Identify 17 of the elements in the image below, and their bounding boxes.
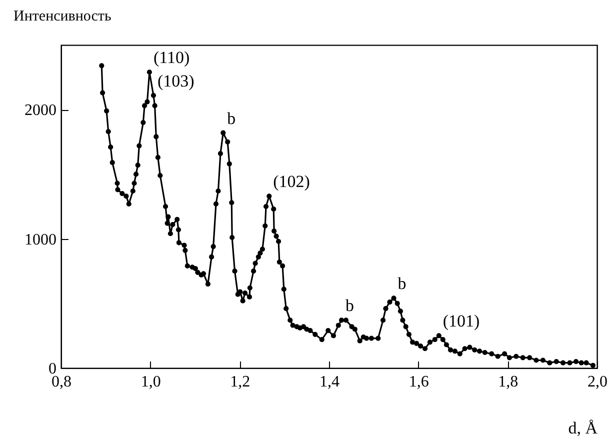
annotation: b bbox=[398, 274, 406, 294]
annotation: (110) bbox=[153, 48, 190, 68]
x-tick-label: 1,0 bbox=[140, 374, 161, 390]
y-tick-label: 1000 bbox=[24, 231, 56, 248]
annotation: (101) bbox=[442, 312, 480, 331]
x-axis-title: d, Å bbox=[568, 418, 598, 438]
x-tick-label: 1,6 bbox=[408, 374, 429, 390]
x-tick-label: 2,0 bbox=[588, 374, 608, 390]
y-tick-label: 2000 bbox=[24, 102, 56, 120]
x-tick-label: 1,2 bbox=[230, 374, 250, 390]
x-tick-label: 1,4 bbox=[320, 374, 340, 390]
y-axis-title: Интенсивность bbox=[14, 8, 112, 24]
annotation: (103) bbox=[157, 71, 194, 90]
annotation: b bbox=[346, 296, 354, 316]
annotation: b bbox=[227, 108, 236, 128]
x-tick-label: 1,8 bbox=[498, 374, 518, 390]
annotation: (102) bbox=[273, 172, 310, 192]
